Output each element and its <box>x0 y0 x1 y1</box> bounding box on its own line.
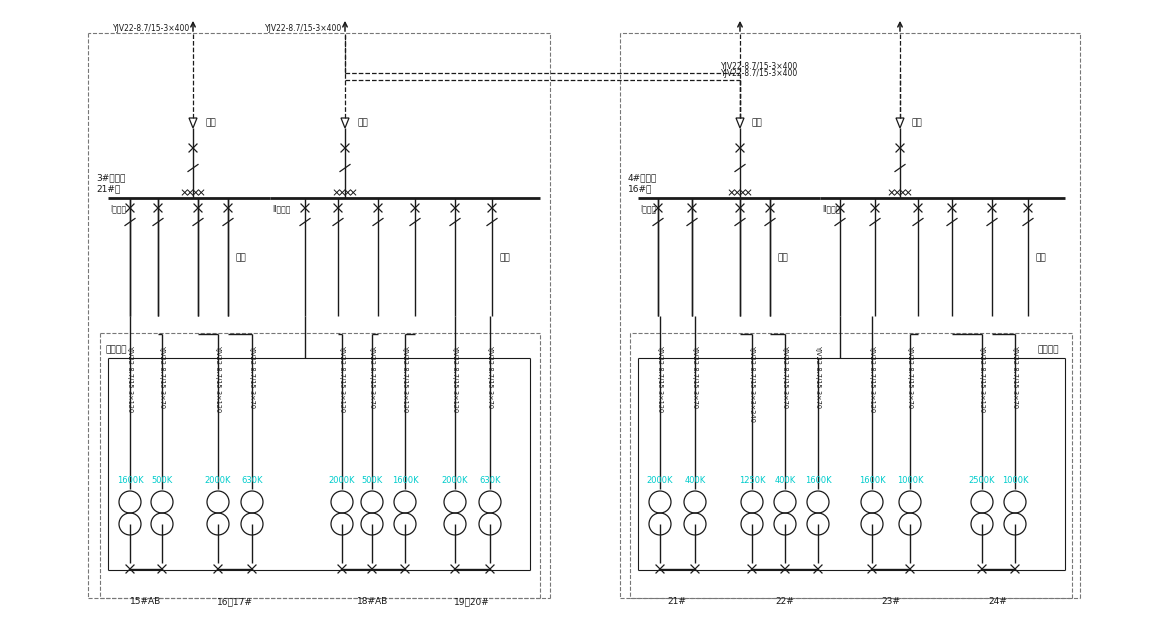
Text: II段母线: II段母线 <box>822 204 840 213</box>
Text: 22#: 22# <box>775 597 794 606</box>
Text: I段母线: I段母线 <box>640 204 656 213</box>
Text: 24#: 24# <box>989 597 1008 606</box>
Text: 23#: 23# <box>882 597 901 606</box>
Text: YJV22-8.7/15-3×70: YJV22-8.7/15-3×70 <box>815 346 821 409</box>
Text: YJV22-8.7/15-3×120: YJV22-8.7/15-3×120 <box>657 346 663 413</box>
Text: 630K: 630K <box>242 476 263 485</box>
Text: 备用: 备用 <box>235 254 246 263</box>
Text: 2000K: 2000K <box>328 476 355 485</box>
Text: 1250K: 1250K <box>739 476 765 485</box>
Text: YJV22-8.7/15-3×120: YJV22-8.7/15-3×120 <box>979 346 985 413</box>
Text: 备用: 备用 <box>205 119 216 127</box>
Text: 21#: 21# <box>667 597 686 606</box>
Text: 备用: 备用 <box>778 254 788 263</box>
Text: YJV22-8.7/15-3×70: YJV22-8.7/15-3×70 <box>487 346 493 409</box>
Text: YJV22-8.7/15-3×120: YJV22-8.7/15-3×120 <box>452 346 457 413</box>
Text: 16、17#: 16、17# <box>217 597 253 606</box>
Text: 1000K: 1000K <box>1002 476 1029 485</box>
Text: 分配电室: 分配电室 <box>1038 345 1059 354</box>
Text: 500K: 500K <box>151 476 172 485</box>
Text: YJV22-8.7/15-3×120: YJV22-8.7/15-3×120 <box>127 346 133 413</box>
Text: I段母线: I段母线 <box>110 204 127 213</box>
Text: II段母线: II段母线 <box>272 204 291 213</box>
Text: 2000K: 2000K <box>646 476 673 485</box>
Text: YJV22-8.7/15-3×70: YJV22-8.7/15-3×70 <box>692 346 698 409</box>
Text: 2000K: 2000K <box>205 476 231 485</box>
Text: YJV22-8.7/15-3×70: YJV22-8.7/15-3×70 <box>907 346 913 409</box>
Text: YJV22-8.7/15-3×400: YJV22-8.7/15-3×400 <box>721 69 799 78</box>
Text: YJV22-8.7/15-3×400: YJV22-8.7/15-3×400 <box>113 24 190 33</box>
Text: YJV22-8.7/15-3×400: YJV22-8.7/15-3×400 <box>265 24 343 33</box>
Text: 2000K: 2000K <box>442 476 468 485</box>
Text: 400K: 400K <box>684 476 706 485</box>
Text: YJV22-8.7/15-3×400: YJV22-8.7/15-3×400 <box>721 62 799 71</box>
Text: YJV22-8.7/15-3×120: YJV22-8.7/15-3×120 <box>402 346 408 413</box>
Text: 3#开闭所
21#柜: 3#开闭所 21#柜 <box>96 173 126 193</box>
Text: YJV22-8.7/15-3×70: YJV22-8.7/15-3×70 <box>369 346 375 409</box>
Text: 18#AB: 18#AB <box>358 597 388 606</box>
Text: YJV22-8.7/15-3×120: YJV22-8.7/15-3×120 <box>339 346 345 413</box>
Text: 2500K: 2500K <box>969 476 995 485</box>
Text: 备用: 备用 <box>911 119 923 127</box>
Text: 630K: 630K <box>480 476 501 485</box>
Text: 备用: 备用 <box>752 119 762 127</box>
Text: 备用: 备用 <box>1035 254 1046 263</box>
Text: YJV22-8.7/15-3×70: YJV22-8.7/15-3×70 <box>1012 346 1018 409</box>
Text: 1000K: 1000K <box>896 476 923 485</box>
Text: 15#AB: 15#AB <box>130 597 162 606</box>
Text: 1600K: 1600K <box>392 476 419 485</box>
Text: YJV22-8.7/15-3×3×240: YJV22-8.7/15-3×3×240 <box>750 346 755 423</box>
Text: 4#开闭所
16#柜: 4#开闭所 16#柜 <box>628 173 657 193</box>
Text: 1600K: 1600K <box>859 476 886 485</box>
Text: 1600K: 1600K <box>805 476 832 485</box>
Text: 分配电室: 分配电室 <box>106 345 128 354</box>
Text: YJV22-8.7/15-3×70: YJV22-8.7/15-3×70 <box>782 346 788 409</box>
Text: YJV22-8.7/15-3×70: YJV22-8.7/15-3×70 <box>160 346 165 409</box>
Text: 500K: 500K <box>361 476 382 485</box>
Text: 备用: 备用 <box>500 254 510 263</box>
Text: 备用: 备用 <box>357 119 368 127</box>
Text: YJV22-8.7/15-3×70: YJV22-8.7/15-3×70 <box>249 346 255 409</box>
Text: 1600K: 1600K <box>116 476 143 485</box>
Text: YJV22-8.7/15-3×120: YJV22-8.7/15-3×120 <box>869 346 875 413</box>
Text: YJV22-8.7/15-3×120: YJV22-8.7/15-3×120 <box>215 346 221 413</box>
Text: 19、20#: 19、20# <box>454 597 490 606</box>
Text: 400K: 400K <box>774 476 795 485</box>
